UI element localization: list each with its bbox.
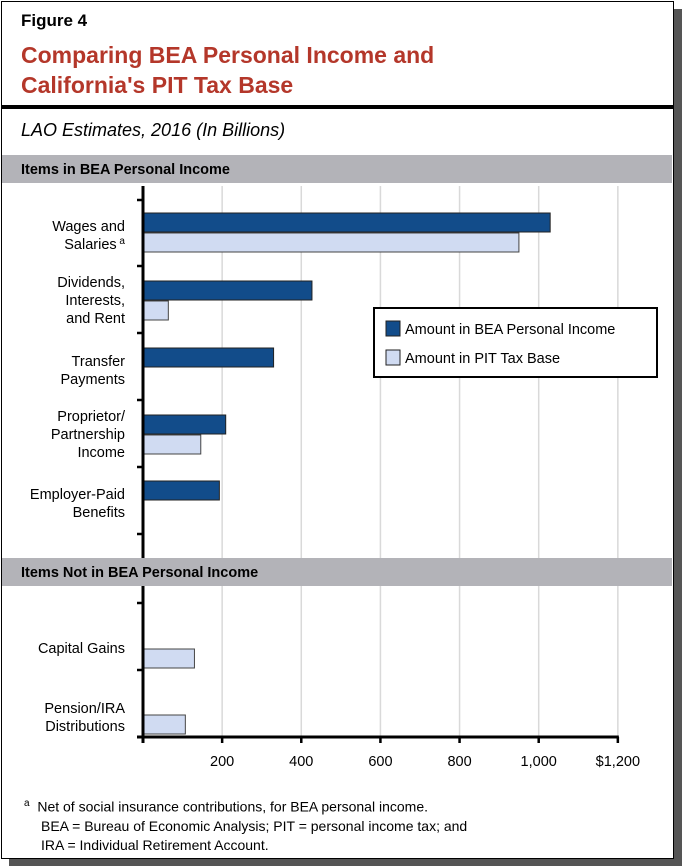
- category-label: Proprietor/: [57, 409, 126, 425]
- footnote-mark: a: [24, 798, 30, 809]
- legend: [373, 307, 658, 378]
- bar-bea: [142, 480, 220, 501]
- category-label: Dividends,: [57, 275, 125, 291]
- category-label: Salaries a: [64, 236, 125, 253]
- title-line: Comparing BEA Personal Income and: [21, 42, 435, 68]
- category-label: Transfer: [72, 354, 126, 370]
- footnote-line: IRA = Individual Retirement Account.: [41, 836, 269, 853]
- category-label: Benefits: [73, 505, 125, 521]
- category-label: Capital Gains: [38, 641, 125, 657]
- x-tick-label: 200: [210, 754, 234, 770]
- category-label: Wages and: [52, 219, 125, 235]
- category-label: Distributions: [45, 719, 125, 735]
- figure-label: Figure 4: [21, 11, 88, 30]
- x-tick-label: 400: [289, 754, 313, 770]
- bar-bea: [142, 212, 551, 233]
- bar-bea: [142, 280, 313, 301]
- x-tick-label: 1,000: [521, 754, 557, 770]
- category-label: and Rent: [66, 311, 125, 327]
- category-label: Partnership: [51, 427, 125, 443]
- bar-pit: [142, 300, 169, 321]
- legend-label: Amount in PIT Tax Base: [405, 351, 560, 367]
- x-tick-label: 600: [368, 754, 392, 770]
- section-band: [2, 558, 672, 586]
- title-rule: [2, 105, 673, 109]
- footnote: a Net of social insurance contributions,…: [24, 794, 467, 855]
- category-label: Employer-Paid: [30, 487, 125, 503]
- bar-pit: [142, 648, 195, 669]
- bar-pit: [142, 232, 520, 253]
- bar-bea: [142, 414, 227, 435]
- x-tick-label: 800: [447, 754, 471, 770]
- figure-frame: Figure 4 Comparing BEA Personal Income a…: [1, 1, 674, 859]
- legend-swatch: [385, 349, 401, 366]
- section-label: Items Not in BEA Personal Income: [21, 565, 258, 581]
- bar-pit: [142, 434, 202, 455]
- category-label: Pension/IRA: [44, 701, 125, 717]
- category-label: Payments: [61, 372, 125, 388]
- bar-bea: [142, 347, 275, 368]
- bar-pit: [142, 714, 186, 735]
- figure-title: Comparing BEA Personal Income and Califo…: [21, 40, 434, 100]
- section-band: [2, 155, 672, 183]
- x-tick-label: $1,200: [596, 754, 640, 770]
- footnote-line: Net of social insurance contributions, f…: [37, 798, 428, 815]
- legend-label: Amount in BEA Personal Income: [405, 322, 615, 338]
- section-label: Items in BEA Personal Income: [21, 162, 230, 178]
- title-line: California's PIT Tax Base: [21, 72, 294, 98]
- figure-subtitle: LAO Estimates, 2016 (In Billions): [21, 120, 286, 140]
- footnote-line: BEA = Bureau of Economic Analysis; PIT =…: [41, 817, 468, 834]
- category-label: Interests,: [65, 293, 125, 309]
- category-label: Income: [77, 445, 125, 461]
- legend-swatch: [385, 320, 401, 337]
